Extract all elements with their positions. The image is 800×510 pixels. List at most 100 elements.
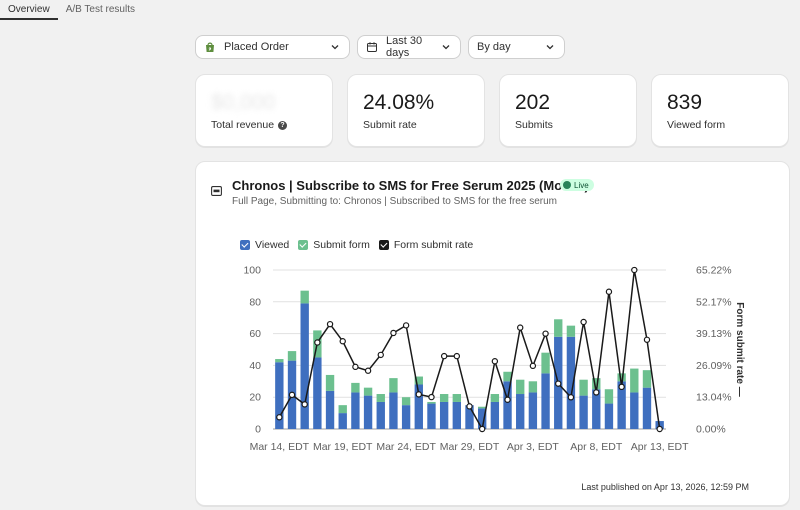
bar-submit <box>528 381 538 393</box>
event-select-label: Placed Order <box>224 41 289 53</box>
rate-point <box>605 288 613 295</box>
bar-viewed <box>477 408 487 429</box>
bar-submit <box>401 397 411 406</box>
bar-submit <box>617 373 626 382</box>
bar-viewed <box>275 362 284 429</box>
bar-submit <box>503 371 512 382</box>
metric-value: 24.08% <box>363 91 435 114</box>
y-tick-label: 20 <box>249 392 261 404</box>
bar-submit <box>541 352 550 374</box>
tab-overview[interactable]: Overview <box>0 0 58 20</box>
bar-viewed <box>528 392 538 429</box>
x-tick-label: Apr 13, EDT <box>631 441 689 453</box>
rate-point <box>415 391 422 398</box>
rate-point <box>618 383 625 391</box>
form-icon <box>211 186 222 196</box>
rate-point <box>453 352 461 360</box>
bar-viewed <box>427 403 436 429</box>
bar-submit <box>338 405 347 414</box>
bar-viewed <box>579 395 588 429</box>
rate-point <box>580 318 587 326</box>
metric-card-submit-rate: 24.08% Submit rate <box>347 74 485 147</box>
rate-point <box>390 329 397 337</box>
metric-card-viewed-form: 839 Viewed form <box>651 74 789 147</box>
combo-chart: 0 20 40 60 80 100 0.00% 13.04% 26.09% 39.13% 52.17… <box>243 265 745 454</box>
rate-point <box>491 358 499 365</box>
bar-submit <box>300 290 309 304</box>
bar-submit <box>452 394 462 402</box>
bar-viewed <box>630 392 639 429</box>
bar-submit <box>604 389 614 404</box>
interval-label: By day <box>477 41 511 53</box>
rate-point <box>478 425 486 433</box>
bar-submit <box>516 379 525 395</box>
x-tick-label: Mar 14, EDT <box>250 441 310 453</box>
bar-submit <box>642 370 652 388</box>
status-badge: Live <box>560 179 594 191</box>
checkbox-icon <box>298 240 309 250</box>
date-range-label: Last 30 days <box>386 35 423 59</box>
bar-viewed <box>503 381 512 429</box>
metric-label: Submit rate <box>363 119 417 131</box>
rate-point <box>631 266 638 274</box>
bar-viewed <box>389 392 398 429</box>
rate-point <box>593 389 600 396</box>
tab-ab-test-results[interactable]: A/B Test results <box>65 4 135 15</box>
rate-point <box>326 320 334 328</box>
bar-submit <box>287 351 297 361</box>
event-select[interactable]: Placed Order <box>195 35 350 59</box>
rate-point <box>402 322 410 329</box>
bar-submit <box>566 325 576 337</box>
rate-point <box>364 367 372 374</box>
chevron-down-icon <box>546 45 554 50</box>
x-tick-label: Apr 8, EDT <box>570 441 623 453</box>
bar-submit <box>630 368 639 393</box>
bar-viewed <box>313 357 322 429</box>
bar-viewed <box>452 401 462 429</box>
last-published: Last published on Apr 13, 2026, 12:59 PM <box>581 482 749 492</box>
bar-viewed <box>592 389 601 429</box>
bar-submit <box>351 382 360 393</box>
rate-point <box>656 425 663 433</box>
bar-submit <box>414 376 423 385</box>
help-icon[interactable]: ? <box>278 120 288 130</box>
legend-item-viewed[interactable]: Viewed <box>240 239 289 251</box>
metric-value-hidden: $0,000 <box>211 91 276 114</box>
y2-axis-label: Form submit rate — <box>734 302 745 396</box>
checkbox-icon <box>378 240 389 250</box>
bar-submit <box>579 379 588 396</box>
rate-point <box>276 414 283 421</box>
legend-item-submit-form[interactable]: Submit form <box>298 239 370 251</box>
y2-tick-label: 0.00% <box>696 424 726 436</box>
date-range-select[interactable]: Last 30 days <box>357 35 461 59</box>
rate-point <box>466 403 473 410</box>
y-tick-label: 40 <box>249 360 261 372</box>
metric-value: 839 <box>667 91 703 114</box>
chevron-down-icon <box>442 45 450 50</box>
bar-submit <box>363 387 373 396</box>
bar-viewed <box>490 401 500 429</box>
y-tick-label: 100 <box>243 265 261 277</box>
rate-point <box>339 338 346 345</box>
x-tick-label: Mar 29, EDT <box>440 441 500 453</box>
metric-label: Total revenue ? <box>211 119 288 131</box>
form-title[interactable]: Chronos | Subscribe to SMS for Free Seru… <box>232 178 589 193</box>
interval-select[interactable]: By day <box>468 35 565 59</box>
x-tick-label: Apr 3, EDT <box>507 441 560 453</box>
chart-legend: Viewed Submit form Form submit rate <box>240 239 473 251</box>
bar-viewed <box>541 373 550 429</box>
rate-point <box>555 380 562 387</box>
bar-submit <box>477 406 487 409</box>
bar-viewed <box>401 405 411 429</box>
metric-card-total-revenue: $0,000 Total revenue ? <box>195 74 333 147</box>
bar-submit <box>275 359 284 363</box>
legend-item-form-submit-rate[interactable]: Form submit rate <box>378 239 473 251</box>
live-dot-icon <box>563 181 571 189</box>
bar-viewed <box>439 401 449 429</box>
rate-point <box>440 352 448 360</box>
form-chart-card: Chronos | Subscribe to SMS for Free Seru… <box>195 161 790 506</box>
bar-submit <box>376 394 385 402</box>
bar-viewed <box>566 336 576 429</box>
bar-viewed <box>617 381 626 429</box>
filter-bar: Placed Order Last 30 days By day <box>195 35 565 59</box>
